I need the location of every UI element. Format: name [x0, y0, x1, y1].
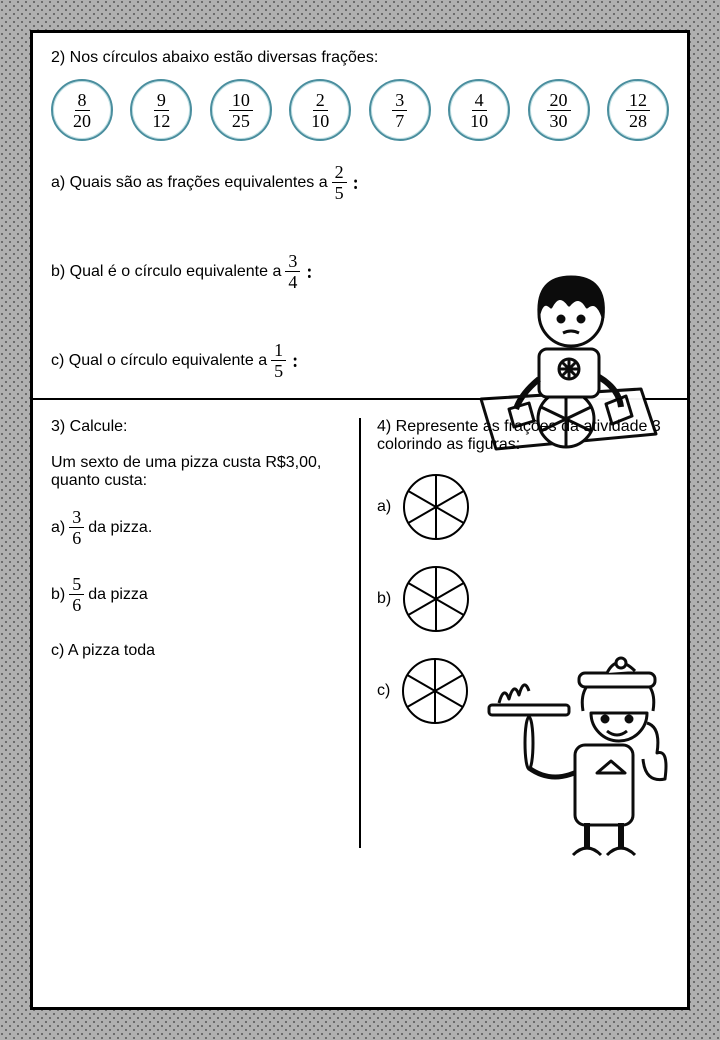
- pie-6-icon: [401, 472, 471, 542]
- q4b: b): [377, 564, 669, 634]
- bottom-columns: 3) Calcule: Um sexto de uma pizza custa …: [51, 418, 669, 848]
- fraction-circle: 912: [130, 79, 192, 141]
- q3a-text: da pizza.: [88, 519, 152, 537]
- fraction-circles-row: 820 912 1025 210 37 410 2030 1228: [51, 79, 669, 141]
- q3b-text: da pizza: [88, 586, 148, 604]
- colon-icon: :: [304, 260, 312, 283]
- fraction-circle: 410: [448, 79, 510, 141]
- q4a-label: a): [377, 498, 391, 516]
- fraction-circle: 2030: [528, 79, 590, 141]
- colon-icon: :: [290, 349, 298, 372]
- q2b: b) Qual é o círculo equivalente a 34 :: [51, 252, 669, 291]
- q3a: a) 36 da pizza.: [51, 508, 343, 547]
- q4b-label: b): [377, 590, 391, 608]
- q3b-label: b): [51, 586, 65, 604]
- q3c: c) A pizza toda: [51, 642, 343, 660]
- fraction-circle: 210: [289, 79, 351, 141]
- colon-icon: :: [351, 171, 359, 194]
- q3b: b) 56 da pizza: [51, 575, 343, 614]
- fraction-circle: 1228: [607, 79, 669, 141]
- pie-6-icon: [400, 656, 470, 726]
- horizontal-divider: [33, 398, 687, 400]
- q4-title: 4) Represente as frações da atividade 3 …: [377, 418, 669, 454]
- worksheet-page: 2) Nos círculos abaixo estão diversas fr…: [30, 30, 690, 1010]
- q3a-label: a): [51, 519, 65, 537]
- question-2: 2) Nos círculos abaixo estão diversas fr…: [51, 49, 669, 380]
- fraction-circle: 37: [369, 79, 431, 141]
- q2c: c) Qual o círculo equivalente a 15 :: [51, 341, 669, 380]
- q2c-text: c) Qual o círculo equivalente a: [51, 352, 267, 370]
- pie-6-icon: [401, 564, 471, 634]
- fraction-circle: 1025: [210, 79, 272, 141]
- fraction-circle: 820: [51, 79, 113, 141]
- question-3: 3) Calcule: Um sexto de uma pizza custa …: [51, 418, 361, 848]
- q4c-label: c): [377, 682, 390, 700]
- q4c: c): [377, 656, 669, 726]
- q3-title: 3) Calcule:: [51, 418, 343, 436]
- q2a-text: a) Quais são as frações equivalentes a: [51, 174, 328, 192]
- q2-title: 2) Nos círculos abaixo estão diversas fr…: [51, 49, 669, 67]
- question-4: 4) Represente as frações da atividade 3 …: [361, 418, 669, 848]
- q3-intro: Um sexto de uma pizza custa R$3,00, quan…: [51, 454, 343, 490]
- q2a: a) Quais são as frações equivalentes a 2…: [51, 163, 669, 202]
- q4a: a): [377, 472, 669, 542]
- q2b-text: b) Qual é o círculo equivalente a: [51, 263, 281, 281]
